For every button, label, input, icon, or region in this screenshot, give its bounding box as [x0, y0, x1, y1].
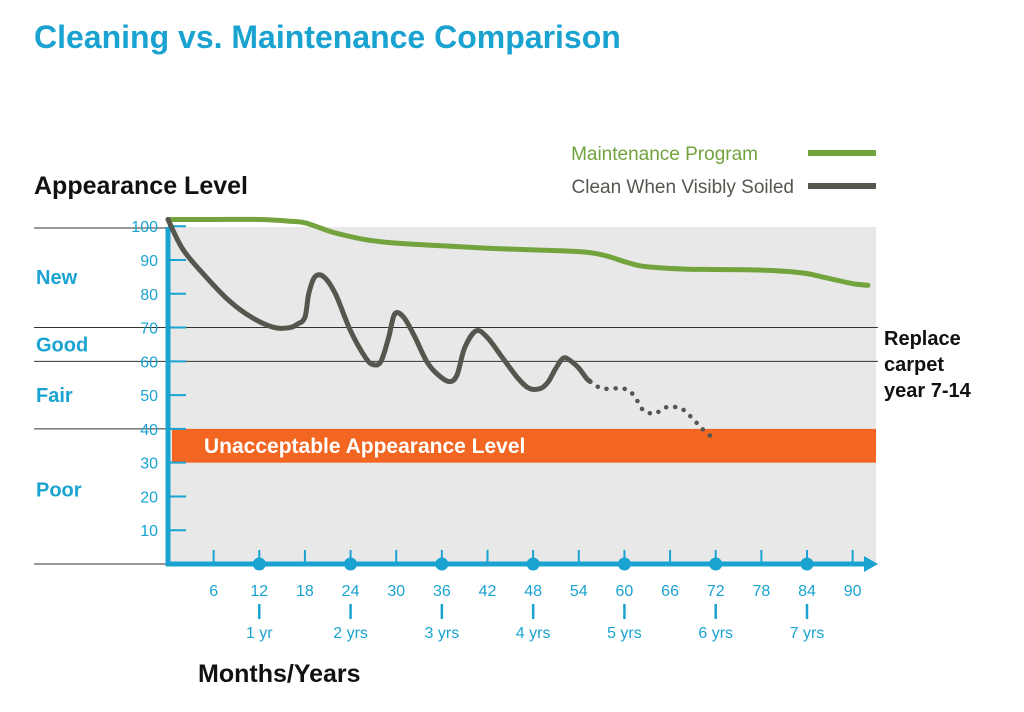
y-tick-label-100: 100 — [131, 219, 158, 236]
note-line-3: year 7-14 — [884, 380, 972, 402]
chart-title: Cleaning vs. Maintenance Comparison — [34, 19, 621, 55]
x-tick-label-54: 54 — [570, 583, 588, 600]
x-tick-label-24: 24 — [342, 583, 360, 600]
x-tick-label-6: 6 — [209, 583, 218, 600]
x-tick-label-12: 12 — [250, 583, 268, 600]
level-label-poor: Poor — [36, 480, 82, 502]
year-label-24: 2 yrs — [333, 625, 368, 642]
unacceptable-band — [172, 428, 876, 463]
x-tick-label-90: 90 — [844, 583, 862, 600]
plot-background — [168, 227, 876, 564]
y-axis-title: Appearance Level — [34, 172, 248, 200]
series-line-soiled — [165, 217, 593, 392]
x-tick-label-60: 60 — [616, 583, 634, 600]
y-tick-label-40: 40 — [140, 422, 158, 439]
x-tick-label-84: 84 — [798, 583, 816, 600]
year-label-36: 3 yrs — [425, 625, 460, 642]
note-line-2: carpet — [884, 354, 944, 376]
year-label-48: 4 yrs — [516, 625, 551, 642]
series-line-maintenance — [165, 216, 871, 288]
chart-legend: Maintenance Program Clean When Visibly S… — [571, 144, 876, 198]
x-year-marker-84 — [800, 557, 814, 571]
unacceptable-band-label: Unacceptable Appearance Level — [204, 435, 525, 458]
x-tick-label-30: 30 — [387, 583, 405, 600]
x-tick-label-48: 48 — [524, 583, 542, 600]
x-axis-arrow — [864, 556, 878, 572]
y-tick-label-90: 90 — [140, 253, 158, 270]
year-label-60: 5 yrs — [607, 625, 642, 642]
y-tick-label-50: 50 — [140, 388, 158, 405]
series-line-soiled-projected — [587, 379, 715, 440]
replace-carpet-note: Replace carpet year 7-14 — [884, 328, 972, 402]
level-label-good: Good — [36, 334, 88, 356]
x-tick-label-36: 36 — [433, 583, 451, 600]
year-label-72: 6 yrs — [698, 625, 733, 642]
x-year-marker-60 — [617, 557, 631, 571]
y-tick-label-30: 30 — [140, 456, 158, 473]
plot-area: Unacceptable Appearance Level New Good Fair… — [34, 216, 878, 642]
x-tick-label-66: 66 — [661, 583, 679, 600]
y-tick-label-10: 10 — [140, 523, 158, 540]
x-year-marker-12 — [252, 557, 266, 571]
legend-label-maintenance: Maintenance Program — [571, 144, 758, 165]
x-axis-title: Months/Years — [198, 660, 361, 688]
note-line-1: Replace — [884, 328, 961, 350]
x-year-marker-48 — [526, 557, 540, 571]
level-label-new: New — [36, 267, 78, 289]
y-tick-label-20: 20 — [140, 489, 158, 506]
x-tick-label-42: 42 — [479, 583, 497, 600]
x-tick-label-18: 18 — [296, 583, 314, 600]
year-label-12: 1 yr — [246, 625, 273, 642]
x-tick-label-78: 78 — [752, 583, 770, 600]
x-year-marker-36 — [435, 557, 449, 571]
x-year-marker-24 — [344, 557, 358, 571]
y-tick-label-80: 80 — [140, 287, 158, 304]
year-label-84: 7 yrs — [790, 625, 825, 642]
legend-label-soiled: Clean When Visibly Soiled — [572, 177, 795, 198]
y-tick-label-60: 60 — [140, 354, 158, 371]
x-tick-label-72: 72 — [707, 583, 725, 600]
x-year-marker-72 — [709, 557, 723, 571]
y-tick-label-70: 70 — [140, 321, 158, 338]
level-label-fair: Fair — [36, 385, 73, 407]
